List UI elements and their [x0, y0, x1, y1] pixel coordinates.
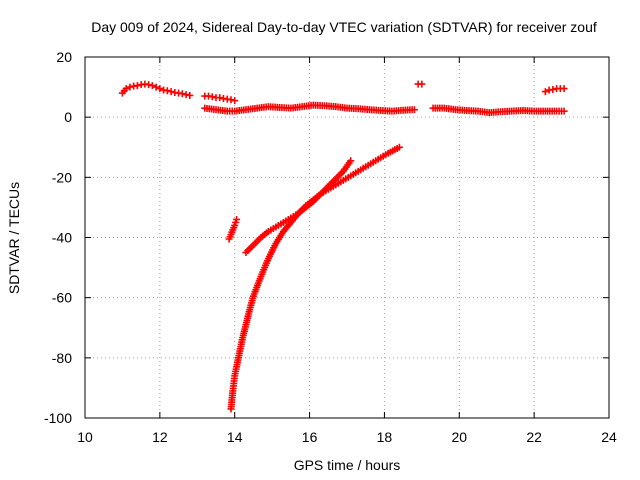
- x-tick-label: 16: [302, 429, 318, 445]
- data-layer: [118, 80, 568, 413]
- data-point: [133, 82, 141, 90]
- data-point: [395, 143, 403, 151]
- data-point: [549, 85, 557, 93]
- data-point: [560, 85, 568, 93]
- data-point: [227, 96, 235, 104]
- y-tick-label: -60: [52, 290, 72, 306]
- x-tick-label: 24: [601, 429, 617, 445]
- data-point: [182, 91, 190, 99]
- series-arc-short: [225, 215, 241, 243]
- series-upper-band-b: [201, 92, 239, 105]
- x-tick-label: 12: [152, 429, 168, 445]
- x-tick-label: 18: [377, 429, 393, 445]
- series-upper-band-f: [541, 85, 568, 96]
- x-tick-label: 10: [77, 429, 93, 445]
- data-point: [167, 88, 175, 96]
- data-point: [163, 87, 171, 95]
- series-upper-band-d: [414, 80, 426, 88]
- x-tick-label: 22: [526, 429, 542, 445]
- y-tick-label: 0: [64, 109, 72, 125]
- data-point: [541, 88, 549, 96]
- chart-title: Day 009 of 2024, Sidereal Day-to-day VTE…: [91, 19, 597, 35]
- data-point: [156, 85, 164, 93]
- series-upper-band-e: [429, 104, 568, 117]
- data-point: [233, 215, 241, 223]
- x-tick-label: 14: [227, 429, 243, 445]
- y-tick-label: -20: [52, 169, 72, 185]
- data-point: [178, 90, 186, 98]
- y-tick-label: -40: [52, 230, 72, 246]
- series-upper-band-c: [201, 101, 418, 115]
- data-point: [231, 97, 239, 105]
- data-point: [208, 93, 216, 101]
- data-point: [148, 82, 156, 90]
- data-point: [418, 80, 426, 88]
- y-tick-label: -80: [52, 350, 72, 366]
- data-point: [216, 94, 224, 102]
- data-point: [122, 85, 130, 93]
- y-tick-label: -100: [44, 410, 72, 426]
- series-upper-band-a: [118, 80, 194, 100]
- series-arc-mid: [242, 157, 355, 257]
- y-tick-label: 20: [56, 49, 72, 65]
- y-axis-label: SDTVAR / TECUs: [6, 182, 22, 294]
- series-arc-long: [227, 143, 403, 413]
- data-point: [186, 92, 194, 100]
- data-point: [145, 81, 153, 89]
- x-axis-label: GPS time / hours: [294, 457, 401, 473]
- data-point: [152, 83, 160, 91]
- data-point: [410, 106, 418, 114]
- grid-layer: [85, 57, 609, 418]
- data-point: [347, 157, 355, 165]
- data-point: [126, 83, 134, 91]
- tick-layer: 10 12 14 16 18 20 22 24 -100 -80 -60 -40 -20 0 20: [44, 49, 617, 445]
- x-tick-label: 20: [451, 429, 467, 445]
- data-point: [560, 107, 568, 115]
